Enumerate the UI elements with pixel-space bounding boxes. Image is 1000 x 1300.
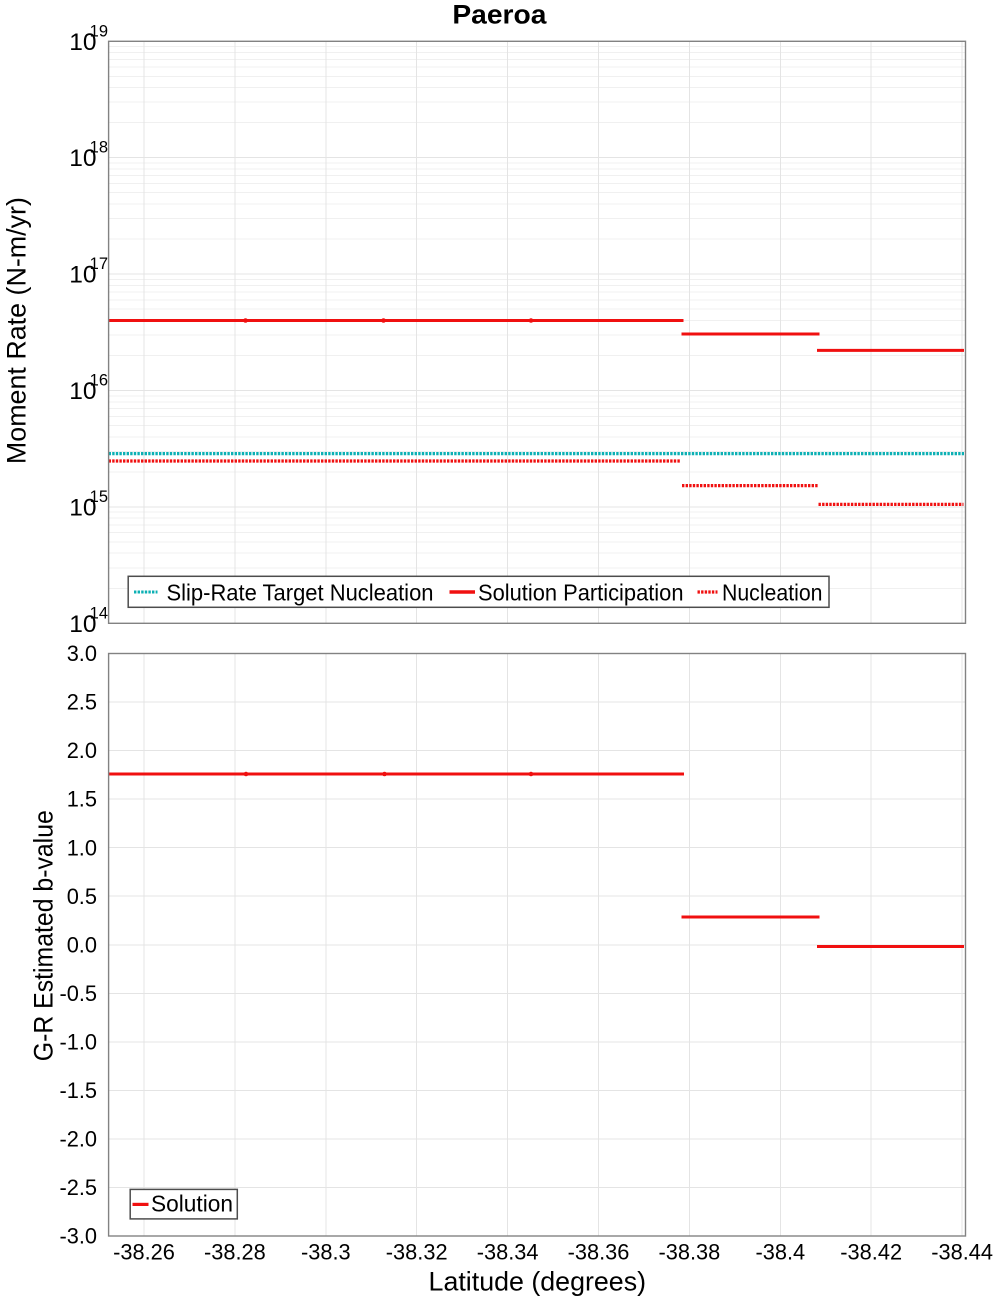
- svg-text:2.0: 2.0: [67, 738, 97, 763]
- svg-text:3.0: 3.0: [67, 641, 97, 666]
- svg-text:-0.5: -0.5: [59, 981, 97, 1006]
- svg-text:1.0: 1.0: [67, 835, 97, 860]
- svg-text:-2.0: -2.0: [59, 1127, 97, 1152]
- svg-text:-3.0: -3.0: [59, 1224, 97, 1249]
- svg-text:10: 10: [69, 378, 96, 405]
- svg-text:-38.44: -38.44: [931, 1240, 993, 1265]
- svg-text:Paeroa: Paeroa: [452, 0, 547, 30]
- svg-text:10: 10: [69, 262, 96, 289]
- svg-text:0.0: 0.0: [67, 932, 97, 957]
- svg-text:Solution: Solution: [151, 1191, 233, 1217]
- svg-text:17: 17: [90, 255, 108, 273]
- svg-text:Moment Rate (N-m/yr): Moment Rate (N-m/yr): [2, 197, 32, 464]
- svg-text:10: 10: [69, 145, 96, 172]
- svg-text:-38.32: -38.32: [386, 1240, 448, 1265]
- svg-text:-38.42: -38.42: [840, 1240, 902, 1265]
- svg-text:10: 10: [69, 29, 96, 56]
- svg-text:Nucleation: Nucleation: [722, 579, 823, 605]
- svg-text:-1.5: -1.5: [59, 1078, 97, 1103]
- svg-text:0.5: 0.5: [67, 884, 97, 909]
- svg-text:Latitude (degrees): Latitude (degrees): [429, 1267, 647, 1297]
- svg-text:10: 10: [69, 494, 96, 521]
- svg-text:19: 19: [90, 22, 108, 40]
- svg-text:-2.5: -2.5: [59, 1175, 97, 1200]
- svg-text:15: 15: [90, 488, 108, 506]
- svg-text:-38.34: -38.34: [477, 1240, 539, 1265]
- svg-text:-38.3: -38.3: [301, 1240, 351, 1265]
- svg-text:10: 10: [69, 611, 96, 638]
- svg-text:Solution Participation: Solution Participation: [478, 579, 684, 605]
- svg-text:-38.26: -38.26: [113, 1240, 175, 1265]
- svg-text:-1.0: -1.0: [59, 1029, 97, 1054]
- svg-text:18: 18: [90, 139, 108, 157]
- svg-text:Slip-Rate Target Nucleation: Slip-Rate Target Nucleation: [167, 579, 434, 605]
- svg-text:14: 14: [90, 604, 108, 622]
- svg-text:-38.4: -38.4: [755, 1240, 805, 1265]
- svg-text:-38.28: -38.28: [204, 1240, 266, 1265]
- svg-text:G-R Estimated b-value: G-R Estimated b-value: [29, 810, 59, 1061]
- svg-text:1.5: 1.5: [67, 787, 97, 812]
- svg-text:-38.38: -38.38: [658, 1240, 720, 1265]
- svg-text:16: 16: [90, 372, 108, 390]
- svg-text:-38.36: -38.36: [568, 1240, 630, 1265]
- svg-text:2.5: 2.5: [67, 690, 97, 715]
